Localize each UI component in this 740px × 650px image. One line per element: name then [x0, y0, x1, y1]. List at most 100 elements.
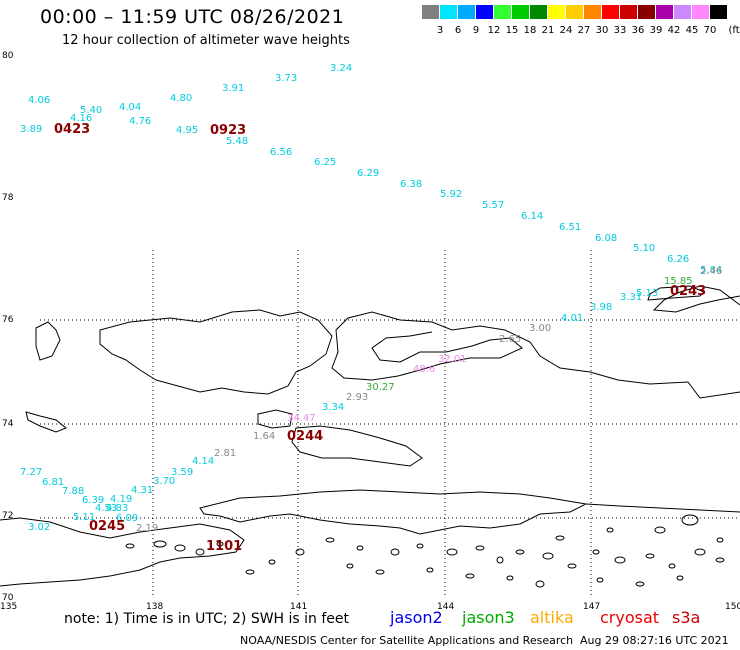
wave-height-label: 7.27: [20, 467, 42, 478]
wave-height-label: 34.47: [287, 413, 316, 424]
island: [390, 548, 400, 556]
wave-height-label: 4.01: [561, 313, 583, 324]
wave-height-label: 3.98: [590, 302, 612, 313]
pass-time-label: 0923: [210, 123, 246, 138]
wave-height-label: 4.83: [106, 503, 128, 514]
island: [555, 535, 565, 541]
coastline: [652, 285, 740, 313]
wave-height-label: 3.34: [322, 402, 344, 413]
wave-height-label: 4.80: [170, 93, 192, 104]
island: [515, 549, 525, 555]
wave-height-label: 5.92: [440, 189, 462, 200]
color-swatch: [584, 5, 602, 19]
coastline: [199, 489, 588, 535]
color-swatch: [548, 5, 566, 19]
legend-jason3: jason3: [462, 608, 515, 627]
wave-height-label: 3.89: [20, 124, 42, 135]
wave-height-label: 15.85: [664, 276, 693, 287]
island: [715, 557, 725, 563]
coastline: [291, 425, 423, 467]
wave-height-label: 3.31: [620, 292, 642, 303]
wave-height-label: 3.91: [222, 83, 244, 94]
island: [567, 563, 577, 569]
coastline: [585, 503, 740, 513]
wave-height-label: 2.19: [136, 523, 158, 534]
legend-s3a: s3a: [672, 608, 701, 627]
pass-time-label: 0423: [54, 122, 90, 137]
color-swatch: [530, 5, 548, 19]
color-swatch: [422, 5, 440, 19]
color-scale-tick: 30: [595, 25, 609, 36]
color-scale-tick: 70: [703, 25, 717, 36]
wave-height-label: 3.24: [330, 63, 352, 74]
lon-tick-label: 141: [290, 602, 307, 612]
legend-jason2: jason2: [390, 608, 443, 627]
legend-cryosat: cryosat: [600, 608, 660, 627]
wave-height-label: 4.04: [119, 102, 141, 113]
coastline: [35, 321, 61, 361]
color-scale-unit: (ft): [728, 25, 740, 36]
legend-altika: altika: [530, 608, 574, 627]
color-swatch: [692, 5, 710, 19]
color-scale-tick: 24: [559, 25, 573, 36]
wave-height-label: 6.39: [82, 495, 104, 506]
wave-height-label: 5.13: [636, 288, 658, 299]
island: [195, 548, 205, 556]
island: [426, 567, 434, 573]
island: [694, 548, 706, 556]
wave-height-label: 7.88: [62, 486, 84, 497]
island: [346, 563, 354, 569]
island: [475, 545, 485, 551]
wave-height-label: 3.02: [28, 522, 50, 533]
coastline: [257, 409, 293, 429]
island: [542, 552, 554, 560]
map-subtitle: 12 hour collection of altimeter wave hei…: [62, 33, 350, 48]
color-swatch: [710, 5, 728, 19]
coastline: [331, 311, 740, 399]
color-swatch: [476, 5, 494, 19]
map-title: 00:00 – 11:59 UTC 08/26/2021: [40, 6, 345, 28]
island: [216, 541, 224, 547]
wave-height-label: 4.19: [110, 494, 132, 505]
island: [325, 537, 335, 543]
wave-height-label: 2.81: [214, 448, 236, 459]
coastline: [0, 517, 245, 587]
wave-height-label: 3.59: [171, 467, 193, 478]
wave-height-label: 2.65: [499, 334, 521, 345]
wave-height-label: 4.95: [176, 125, 198, 136]
lat-tick-label: 74: [2, 419, 14, 429]
wave-height-label: 6.51: [559, 222, 581, 233]
lon-tick-label: 150: [725, 602, 740, 612]
wave-height-label: 2.93: [346, 392, 368, 403]
pass-time-label: 0243: [670, 284, 706, 299]
lon-tick-label: 144: [437, 602, 454, 612]
wave-height-label: 5.84: [700, 265, 722, 276]
island: [496, 556, 504, 564]
color-swatch: [494, 5, 512, 19]
lon-tick-label: 138: [146, 602, 163, 612]
island: [606, 527, 614, 533]
island: [375, 569, 385, 575]
wave-height-label: 6.29: [357, 168, 379, 179]
island: [596, 577, 604, 583]
island: [676, 575, 684, 581]
color-swatch: [440, 5, 458, 19]
wave-height-label: 4.53: [95, 503, 117, 514]
color-swatch: [602, 5, 620, 19]
color-swatch: [656, 5, 674, 19]
island: [681, 514, 699, 526]
wave-height-label: 6.81: [42, 477, 64, 488]
island: [645, 553, 655, 559]
color-swatch: [620, 5, 638, 19]
wave-height-label: 6.14: [521, 211, 543, 222]
wave-height-label: 5.11: [73, 512, 95, 523]
pass-time-label: 0245: [89, 519, 125, 534]
wave-height-label: 3.73: [275, 73, 297, 84]
island: [125, 543, 135, 549]
lat-tick-label: 76: [2, 315, 14, 325]
color-scale-tick: 15: [505, 25, 519, 36]
wave-height-label: 3.70: [153, 476, 175, 487]
coastline: [99, 309, 333, 395]
island: [356, 545, 364, 551]
color-scale-tick: 3: [436, 25, 444, 36]
